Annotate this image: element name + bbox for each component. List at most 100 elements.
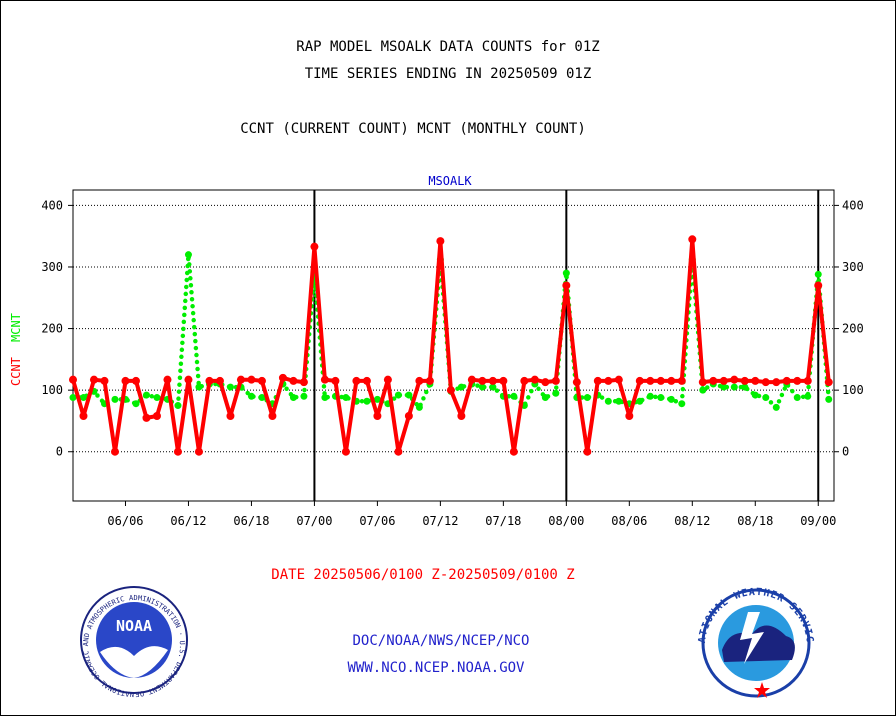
y-tick-label: 0 — [842, 445, 849, 459]
data-point-ccnt — [530, 375, 539, 384]
data-point-ccnt — [457, 412, 466, 421]
data-point-mcnt — [226, 383, 234, 391]
nws-star-icon — [754, 682, 770, 698]
data-point-mcnt — [604, 397, 612, 405]
data-point-mcnt — [478, 383, 486, 391]
data-point-ccnt — [415, 376, 424, 385]
data-point-ccnt — [814, 281, 823, 290]
grid-lines — [73, 204, 834, 453]
data-point-mcnt — [804, 392, 812, 400]
data-point-ccnt — [698, 378, 707, 387]
data-point-mcnt — [405, 391, 413, 399]
y-tick-label: 400 — [41, 198, 63, 212]
data-point-ccnt — [572, 378, 581, 387]
data-point-mcnt — [793, 394, 801, 402]
nws-lightning-icon — [740, 612, 764, 664]
data-point-mcnt — [699, 386, 707, 394]
ylabel-mcnt: MCNT — [9, 313, 23, 342]
data-point-ccnt — [236, 375, 245, 384]
x-tick-label: 07/06 — [359, 514, 395, 528]
data-point-ccnt — [425, 376, 434, 385]
data-point-mcnt — [541, 394, 549, 402]
data-point-mcnt — [394, 391, 402, 399]
data-point-mcnt — [195, 383, 203, 391]
data-point-ccnt — [614, 375, 623, 384]
data-point-mcnt — [720, 383, 728, 391]
data-point-ccnt — [646, 376, 655, 385]
data-point-ccnt — [751, 376, 760, 385]
data-point-ccnt — [394, 447, 403, 456]
data-point-ccnt — [131, 376, 140, 385]
data-point-ccnt — [247, 375, 256, 384]
data-point-mcnt — [510, 392, 518, 400]
data-point-ccnt — [436, 237, 445, 246]
data-point-ccnt — [100, 376, 109, 385]
data-point-ccnt — [667, 376, 676, 385]
chart-title-line1: RAP MODEL MSOALK DATA COUNTS for 01Z — [296, 39, 599, 55]
data-point-mcnt — [751, 391, 759, 399]
data-point-ccnt — [310, 242, 319, 251]
data-point-ccnt — [352, 376, 361, 385]
noaa-logo: NATIONAL OCEANIC AND ATMOSPHERIC ADMINIS… — [0, 0, 188, 698]
y-tick-label: 300 — [842, 260, 864, 274]
data-point-mcnt — [772, 403, 780, 411]
data-point-ccnt — [121, 376, 130, 385]
data-point-ccnt — [467, 375, 476, 384]
x-tick-label: 09/00 — [800, 514, 836, 528]
data-point-mcnt — [342, 394, 350, 402]
data-point-mcnt — [762, 394, 770, 402]
data-point-ccnt — [373, 412, 382, 421]
data-point-ccnt — [446, 386, 455, 395]
data-point-mcnt — [363, 397, 371, 405]
data-point-ccnt — [740, 376, 749, 385]
data-point-ccnt — [782, 376, 791, 385]
x-tick-label: 06/12 — [170, 514, 206, 528]
y-tick-label: 0 — [56, 445, 63, 459]
x-tick-label: 08/18 — [737, 514, 773, 528]
data-point-mcnt — [142, 391, 150, 399]
data-point-ccnt — [824, 378, 833, 387]
x-tick-label: 08/12 — [674, 514, 710, 528]
plot-area-border — [72, 189, 835, 502]
data-point-ccnt — [320, 375, 329, 384]
doc-noaa-link[interactable]: DOC/NOAA/NWS/NCEP/NCO — [352, 633, 529, 649]
y-tick-label: 100 — [41, 383, 63, 397]
data-point-ccnt — [761, 378, 770, 387]
data-point-ccnt — [803, 376, 812, 385]
data-point-ccnt — [520, 376, 529, 385]
x-tick-label: 07/00 — [296, 514, 332, 528]
x-tick-label: 08/06 — [611, 514, 647, 528]
data-point-mcnt — [457, 383, 465, 391]
day-boundary-lines — [313, 190, 820, 501]
x-ticks: 06/06 06/12 06/18 07/00 07/06 07/12 07/18 08/00… — [107, 501, 836, 528]
data-point-ccnt — [205, 376, 214, 385]
data-point-ccnt — [268, 412, 277, 421]
data-point-ccnt — [583, 447, 592, 456]
chart-subtitle: CCNT (CURRENT COUNT) MCNT (MONTHLY COUNT… — [240, 121, 586, 137]
ylabel-ccnt: CCNT — [9, 357, 23, 386]
data-point-ccnt — [289, 376, 298, 385]
data-point-mcnt — [583, 394, 591, 402]
data-point-mcnt — [489, 383, 497, 391]
data-point-ccnt — [163, 375, 172, 384]
data-point-mcnt — [79, 394, 87, 402]
chart-title-line2: TIME SERIES ENDING IN 20250509 01Z — [305, 66, 592, 82]
y-ticks-left: 0 100 200 300 400 — [41, 198, 73, 459]
data-point-ccnt — [184, 375, 193, 384]
nco-website-link[interactable]: WWW.NCO.NCEP.NOAA.GOV — [347, 660, 525, 676]
data-point-mcnt — [373, 395, 381, 403]
data-point-ccnt — [341, 447, 350, 456]
data-point-ccnt — [635, 376, 644, 385]
series-ccnt — [69, 235, 833, 456]
data-point-mcnt — [132, 400, 140, 408]
data-point-mcnt — [814, 270, 822, 278]
data-point-mcnt — [415, 403, 423, 411]
y-ticks-right: 0 100 200 300 400 — [834, 198, 864, 459]
x-tick-label: 06/06 — [107, 514, 143, 528]
y-axis-title: CCNT MCNT — [9, 313, 23, 386]
data-point-ccnt — [509, 447, 518, 456]
data-point-mcnt — [636, 397, 644, 405]
data-point-mcnt — [678, 400, 686, 408]
data-point-mcnt — [552, 389, 560, 397]
x-tick-label: 08/00 — [548, 514, 584, 528]
